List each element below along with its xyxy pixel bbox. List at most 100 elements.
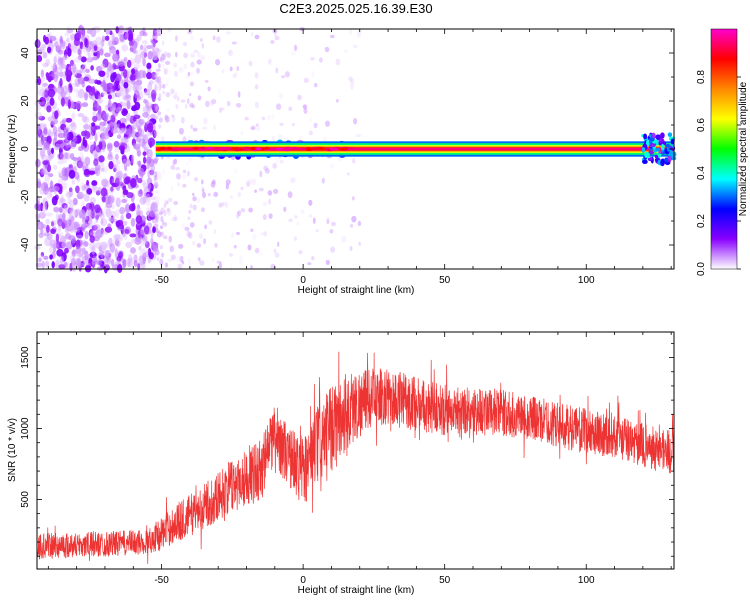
heatmap-cell	[99, 40, 104, 50]
heatmap-cell	[81, 255, 89, 264]
heatmap-cell	[123, 68, 128, 79]
heatmap-cell	[58, 214, 65, 219]
heatmap-cell	[116, 219, 124, 227]
heatmap-cell	[63, 152, 69, 160]
heatmap-cell	[46, 189, 53, 200]
heatmap-cell	[61, 85, 69, 95]
heatmap-cell	[154, 158, 158, 166]
heatmap-cell	[51, 196, 58, 206]
heatmap-cell	[169, 245, 175, 253]
heatmap-cell	[146, 122, 154, 133]
heatmap-cell	[308, 130, 313, 136]
heatmap-cell	[133, 143, 141, 150]
heatmap-cell	[175, 35, 178, 42]
heatmap-cell	[126, 112, 131, 122]
heatmap-cell	[126, 100, 131, 110]
heatmap-cell	[150, 71, 157, 80]
heatmap-cell	[273, 30, 277, 37]
heatmap-cell	[356, 31, 362, 38]
heatmap-cell	[142, 27, 146, 35]
heatmap-cell	[93, 224, 101, 231]
heatmap-cell	[143, 44, 148, 53]
heatmap-cell	[142, 70, 147, 79]
heatmap-cell	[70, 215, 74, 223]
heatmap-cell	[172, 115, 176, 123]
heatmap-cell	[196, 67, 200, 74]
heatmap-cell	[228, 49, 233, 56]
heatmap-cell	[45, 260, 50, 268]
heatmap-cell	[38, 211, 46, 219]
heatmap-cell	[120, 137, 129, 144]
heatmap-cell	[251, 124, 257, 128]
heatmap-cell	[312, 217, 316, 224]
heatmap-cell	[297, 94, 302, 101]
heatmap-cell	[203, 238, 207, 245]
heatmap-cell	[115, 26, 119, 34]
heatmap-cell	[36, 140, 44, 147]
heatmap-cell	[349, 28, 353, 35]
heatmap-cell	[89, 235, 95, 243]
heatmap-cell	[46, 75, 53, 81]
heatmap-cell	[46, 105, 52, 113]
heatmap-cell	[81, 185, 86, 192]
heatmap-cell	[112, 54, 119, 61]
heatmap-cell	[56, 41, 63, 48]
heatmap-cell	[71, 112, 76, 120]
heatmap-cell	[219, 107, 222, 114]
heatmap-cell	[115, 177, 120, 187]
heatmap-cell	[162, 90, 165, 95]
heatmap-cell	[137, 177, 143, 184]
heatmap-cell	[90, 27, 97, 38]
heatmap-cell	[667, 155, 672, 163]
heatmap-cell	[170, 254, 176, 261]
heatmap-cell	[178, 66, 184, 74]
heatmap-cell	[287, 191, 293, 199]
heatmap-cell	[161, 40, 165, 46]
heatmap-cell	[68, 209, 73, 218]
heatmap-cell	[39, 101, 47, 106]
heatmap-cell	[84, 130, 90, 139]
heatmap-cell	[95, 233, 101, 241]
heatmap-cell	[349, 245, 353, 251]
heatmap-cell	[71, 63, 77, 74]
spectrogram-y-axis-title: Frequency (Hz)	[7, 115, 18, 184]
heatmap-cell	[179, 255, 184, 263]
heatmap-cell	[321, 177, 325, 184]
heatmap-cell	[59, 142, 64, 150]
heatmap-cell	[163, 235, 168, 240]
spectrogram-x-ticks: -50 0 50 100	[47, 29, 672, 286]
spectrogram-x-axis-title: Height of straight line (km)	[298, 285, 415, 296]
heatmap-cell	[61, 239, 66, 250]
heatmap-cell	[254, 101, 260, 109]
heatmap-cell	[82, 184, 89, 191]
colorbar-tick-label: 0.6	[696, 118, 707, 132]
heatmap-cell	[80, 221, 87, 227]
heatmap-cell	[53, 70, 60, 79]
heatmap-cell	[154, 184, 158, 188]
heatmap-cell	[61, 158, 68, 164]
heatmap-cell	[161, 136, 165, 143]
heatmap-cell	[189, 81, 194, 87]
heatmap-cell	[121, 127, 128, 132]
heatmap-cell	[154, 30, 159, 36]
heatmap-cell	[114, 248, 118, 258]
heatmap-cell	[254, 84, 259, 90]
heatmap-cell	[165, 200, 169, 205]
heatmap-cell	[86, 188, 93, 195]
heatmap-cell	[151, 39, 155, 50]
heatmap-cell	[279, 122, 284, 126]
heatmap-cell	[326, 219, 330, 225]
heatmap-cell	[142, 195, 147, 204]
heatmap-cell	[42, 62, 49, 68]
heatmap-cell	[42, 82, 48, 87]
heatmap-cell	[283, 146, 292, 150]
heatmap-cell	[106, 82, 114, 90]
heatmap-cell	[192, 241, 196, 246]
heatmap-cell	[154, 190, 160, 194]
heatmap-cell	[100, 92, 104, 98]
heatmap-cell	[89, 144, 94, 154]
heatmap-cell	[166, 208, 172, 216]
heatmap-cell	[348, 147, 354, 151]
heatmap-cell	[130, 154, 135, 164]
heatmap-cell	[183, 63, 187, 70]
